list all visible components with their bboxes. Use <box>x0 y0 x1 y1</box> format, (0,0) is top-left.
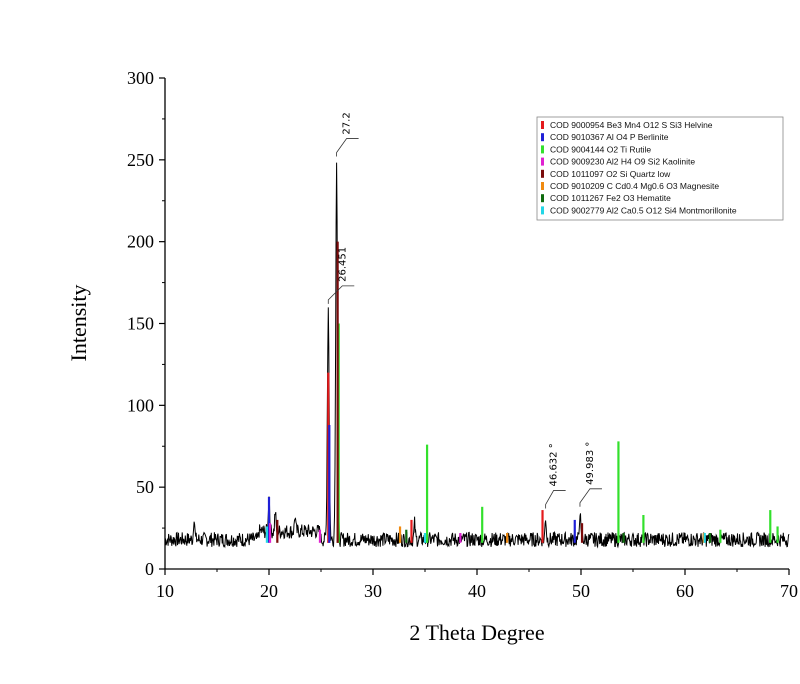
legend: COD 9000954 Be3 Mn4 O12 S Si3 Helvine COD… <box>536 116 784 221</box>
diffraction-pattern-line <box>164 162 790 549</box>
x-axis-title: 2 Theta Degree <box>409 620 544 645</box>
annotation-leader <box>327 285 355 304</box>
peak-label: 49.983 ° <box>585 442 596 485</box>
legend-swatch <box>541 157 544 166</box>
legend-label: COD 9009230 Al2 H4 O9 Si2 Kaolinite <box>550 157 695 167</box>
legend-swatch <box>541 206 544 215</box>
legend-swatch <box>541 145 544 154</box>
annotation-leader <box>579 488 602 507</box>
peak-label: 46.632 ° <box>549 443 560 486</box>
y-tick-label: 300 <box>127 68 154 88</box>
x-tick-label: 70 <box>780 581 798 601</box>
legend-label: COD 9010209 C Cd0.4 Mg0.6 O3 Magnesite <box>550 181 719 191</box>
x-tick-label: 30 <box>364 581 382 601</box>
y-tick-label: 50 <box>136 477 154 497</box>
legend-label: COD 9000954 Be3 Mn4 O12 S Si3 Helvine <box>550 120 713 130</box>
y-tick-label: 150 <box>127 314 154 334</box>
legend-swatch <box>541 194 544 203</box>
y-tick-label: 100 <box>127 395 154 415</box>
x-tick-label: 10 <box>156 581 174 601</box>
y-tick-label: 200 <box>127 232 154 252</box>
peak-annotations: 27.2 26.451 46.632 ° 49.983 ° <box>327 112 602 509</box>
legend-label: COD 9010367 Al O4 P Berlinite <box>550 132 669 142</box>
legend-label: COD 9002779 Al2 Ca0.5 O12 Si4 Montmorill… <box>550 205 737 215</box>
legend-swatch <box>541 169 544 178</box>
legend-swatch <box>541 133 544 142</box>
y-tick-label: 0 <box>145 559 154 579</box>
legend-box <box>536 116 784 221</box>
plot-area <box>164 162 790 549</box>
legend-label: COD 9004144 O2 Ti Rutile <box>550 144 651 154</box>
annotation-leader <box>545 490 566 509</box>
x-tick-label: 40 <box>468 581 486 601</box>
legend-label: COD 1011097 O2 Si Quartz low <box>550 169 671 179</box>
x-tick-label: 50 <box>572 581 590 601</box>
x-tick-label: 60 <box>676 581 694 601</box>
annotation-leader <box>336 138 359 157</box>
y-axis-title: Intensity <box>66 285 91 362</box>
x-tick-label: 20 <box>260 581 278 601</box>
y-tick-label: 250 <box>127 150 154 170</box>
legend-label: COD 1011267 Fe2 O3 Hematite <box>550 193 671 203</box>
axis-ticks: 10 20 30 40 50 60 70 0 50 100 150 200 250 300 <box>127 68 798 601</box>
peak-label: 27.2 <box>342 112 353 134</box>
legend-swatch <box>541 121 544 129</box>
legend-swatch <box>541 182 544 190</box>
peak-label: 26.451 <box>337 247 348 282</box>
